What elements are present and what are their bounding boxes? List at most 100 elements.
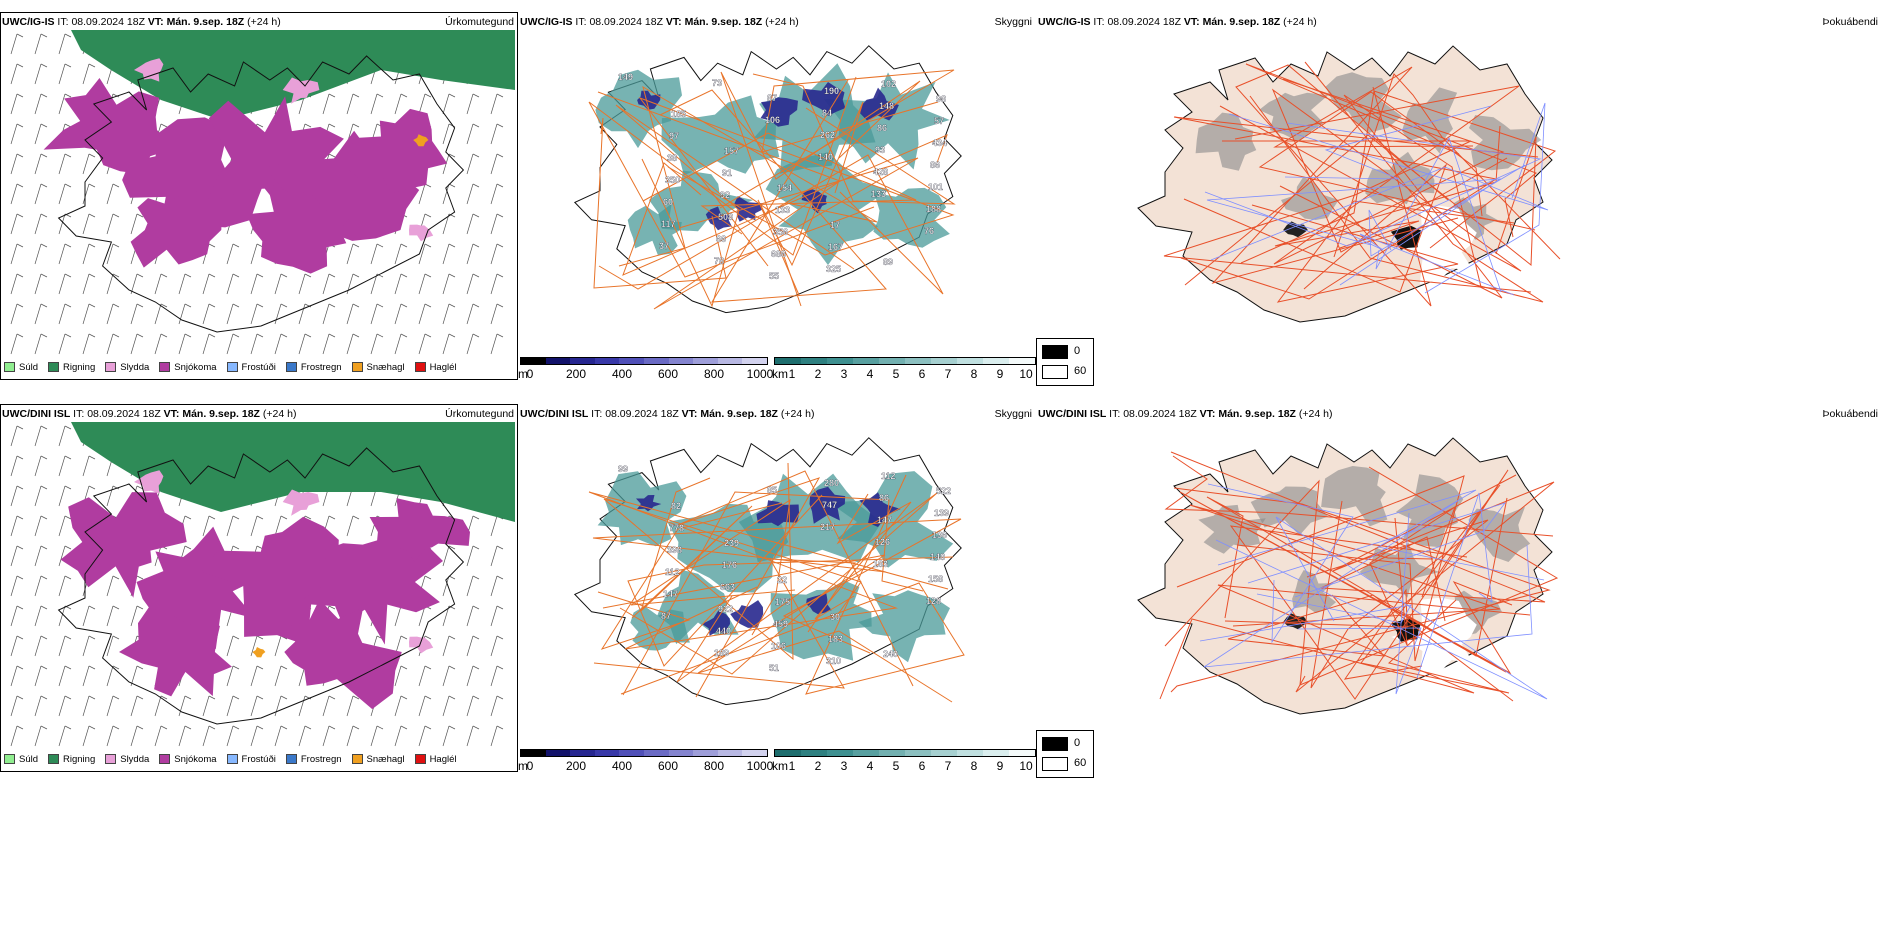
cloud-base-label: 97 bbox=[669, 131, 679, 141]
cloud-base-label: 778 bbox=[669, 523, 684, 533]
wind-barb bbox=[442, 665, 450, 687]
wind-barb bbox=[394, 93, 402, 115]
height-tick: 600 bbox=[657, 759, 679, 773]
road-line bbox=[630, 498, 796, 636]
wind-barb bbox=[58, 605, 66, 627]
it-value: 08.09.2024 18Z bbox=[1123, 408, 1197, 420]
cloud-base-label: 73 bbox=[712, 78, 722, 88]
lead-time: (+24 h) bbox=[262, 408, 297, 420]
wind-barb bbox=[466, 213, 474, 235]
wind-barb bbox=[370, 725, 378, 747]
wind-barb bbox=[10, 545, 18, 567]
wind-barb bbox=[442, 213, 450, 235]
wind-barb bbox=[274, 665, 282, 687]
wind-barb bbox=[154, 333, 162, 355]
wind-barb bbox=[226, 695, 234, 717]
wind-barb bbox=[106, 303, 114, 325]
wind-barb bbox=[106, 273, 114, 295]
scale-swatch bbox=[879, 358, 905, 364]
cloud-base-label: 139 bbox=[934, 508, 949, 518]
wind-barb bbox=[466, 635, 474, 657]
it-value: 08.09.2024 18Z bbox=[71, 16, 145, 28]
wind-barb bbox=[34, 695, 42, 717]
road-line bbox=[618, 85, 878, 267]
height-tick: 0 bbox=[526, 759, 534, 773]
road-line bbox=[757, 101, 864, 296]
visibility-tick: 2 bbox=[814, 367, 822, 381]
wind-barb bbox=[274, 333, 282, 355]
cloud-visibility-panel: UWC/IG-IS IT: 08.09.2024 18Z VT: Mán. 9.… bbox=[518, 12, 1036, 390]
scale-swatch bbox=[853, 358, 879, 364]
legend-item: Slydda bbox=[105, 362, 149, 373]
sleet-area bbox=[134, 58, 164, 82]
vt-label: VT: bbox=[665, 16, 682, 28]
vt-value: Mán. 9.sep. 18Z bbox=[1218, 408, 1296, 420]
low-visibility-area bbox=[823, 72, 950, 170]
vt-label: VT: bbox=[147, 16, 164, 28]
river-line bbox=[1204, 122, 1542, 247]
cloud-base-label: 185 bbox=[671, 109, 686, 119]
cloud-base-label: 55 bbox=[769, 271, 779, 281]
road-line bbox=[588, 491, 949, 650]
snow-area bbox=[122, 117, 266, 232]
low-visibility-area bbox=[858, 590, 950, 663]
height-ticks: 0 200 400 600 800 1000 bbox=[527, 367, 774, 383]
scale-swatch bbox=[775, 750, 801, 756]
wind-barb bbox=[322, 695, 330, 717]
scales: m 0 200 400 600 800 1000 km 1 2 3 4 5 6 7 8 9 10 bbox=[518, 749, 1036, 779]
vt-value: Mán. 9.sep. 18Z bbox=[166, 16, 245, 28]
cloud-base-label: 428 bbox=[873, 167, 888, 177]
road-line bbox=[1163, 140, 1532, 293]
road-line bbox=[1234, 78, 1520, 265]
cloud-base-label: 280 bbox=[824, 478, 839, 488]
height-tick: 1000 bbox=[746, 759, 774, 773]
wind-barb bbox=[58, 425, 66, 447]
wind-barb bbox=[274, 303, 282, 325]
wind-barb bbox=[34, 63, 42, 85]
cloud-base-label: 133 bbox=[775, 205, 790, 215]
wind-barb bbox=[490, 243, 498, 265]
fog-indicator-panel: UWC/DINI ISL IT: 08.09.2024 18Z VT: Mán.… bbox=[1036, 404, 1900, 782]
cloud-base-label: 239 bbox=[724, 538, 739, 548]
low-fog-index-area bbox=[1283, 221, 1308, 238]
road-line bbox=[1227, 594, 1514, 702]
legend-swatch bbox=[105, 362, 117, 372]
cloud-base-label: 126 bbox=[875, 537, 890, 547]
wind-barb bbox=[346, 243, 354, 265]
precip-map bbox=[10, 422, 515, 747]
coastline bbox=[57, 55, 465, 333]
snow-area bbox=[344, 108, 448, 194]
cloud-base-label: 663 bbox=[720, 582, 735, 592]
cloud-base-label: 86 bbox=[930, 160, 940, 170]
legend-swatch bbox=[414, 754, 426, 764]
wind-barb bbox=[442, 575, 450, 597]
road-line bbox=[1258, 91, 1536, 231]
cloud-base-label: 133 bbox=[871, 189, 886, 199]
cloud-base-label: 89 bbox=[883, 257, 893, 267]
wind-barb bbox=[10, 183, 18, 205]
wind-barb bbox=[58, 243, 66, 265]
legend-swatch bbox=[48, 362, 60, 372]
vt-label: VT: bbox=[681, 408, 698, 420]
wind-barb bbox=[466, 183, 474, 205]
road-line bbox=[1229, 469, 1509, 700]
wind-barb bbox=[82, 635, 90, 657]
cloud-base-label: 91 bbox=[722, 168, 732, 178]
it-label: IT: bbox=[1093, 16, 1105, 28]
visibility-tick: 5 bbox=[892, 367, 900, 381]
wind-barb bbox=[82, 605, 90, 627]
wind-barb bbox=[322, 303, 330, 325]
visibility-tick: 3 bbox=[840, 367, 848, 381]
road-line bbox=[588, 76, 875, 278]
legend-item: Snæhagl bbox=[351, 754, 405, 765]
wind-barb bbox=[34, 485, 42, 507]
road-line bbox=[620, 474, 965, 695]
scale-swatch bbox=[742, 750, 767, 756]
cloud-base-label: 136 bbox=[932, 530, 947, 540]
wind-barb bbox=[274, 695, 282, 717]
wind-barb bbox=[490, 635, 498, 657]
precip-type-panel: UWC/IG-IS IT: 08.09.2024 18Z VT: Mán. 9.… bbox=[0, 12, 518, 380]
cloud-base-label: 86 bbox=[879, 493, 889, 503]
wind-barb bbox=[442, 303, 450, 325]
wind-barb bbox=[442, 545, 450, 567]
